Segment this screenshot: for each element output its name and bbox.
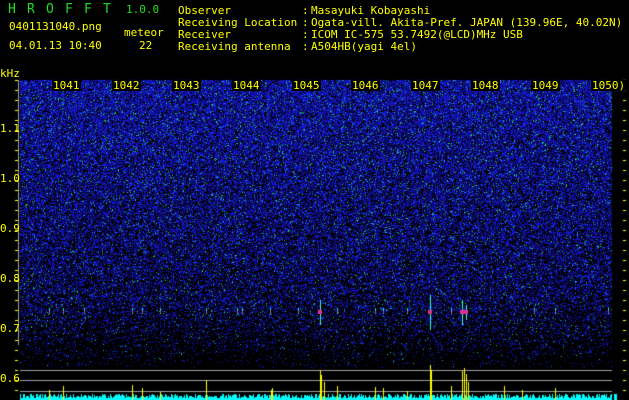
freq-label: 1044 (232, 79, 261, 92)
title-letter: F (65, 2, 73, 17)
info-sep: : (302, 28, 309, 41)
title-letter: R (27, 2, 35, 17)
observer-value: Masayuki Kobayashi (311, 4, 431, 17)
antenna-value: A504HB(yagi 4el) (311, 40, 417, 53)
meteor-count: 22 (139, 39, 153, 52)
y-label: 0.6 (0, 372, 20, 385)
info-label: Receiving antenna (178, 40, 291, 53)
location-value: Ogata-vill. Akita-Pref. JAPAN (139.96E, … (311, 16, 623, 29)
info-label: Observer (178, 4, 231, 17)
freq-label: 1048 (471, 79, 500, 92)
y-label: 1.1 (0, 122, 20, 135)
y-label: 0.7 (0, 322, 20, 335)
title-letter: O (46, 2, 54, 17)
title-letter: H (8, 2, 16, 17)
app-version: 1.0.0 (126, 3, 160, 16)
info-label: Receiver (178, 28, 231, 41)
y-label: 0.8 (0, 272, 20, 285)
receiver-value: ICOM IC-575 53.7492(@LCD)MHz USB (311, 28, 523, 41)
info-sep: : (302, 4, 309, 17)
datetime: 04.01.13 10:40 (9, 39, 102, 52)
freq-label: 1045 (292, 79, 321, 92)
meteor-label: meteor (124, 26, 164, 39)
info-label: Receiving Location (178, 16, 298, 29)
freq-label: 1042 (112, 79, 141, 92)
freq-label: 1041 (52, 79, 81, 92)
y-label: 0.9 (0, 222, 20, 235)
info-sep: : (302, 16, 309, 29)
freq-label: 1049 (531, 79, 560, 92)
info-sep: : (302, 40, 309, 53)
title-letter: T (103, 2, 111, 17)
title-letter: F (84, 2, 92, 17)
y-label: 1.0 (0, 172, 20, 185)
unit-label: kHz (0, 67, 20, 80)
freq-label: 1050) (591, 79, 627, 92)
file-name: 0401131040.png (9, 20, 102, 33)
freq-label: 1043 (172, 79, 201, 92)
freq-label: 1046 (351, 79, 380, 92)
freq-label: 1047 (411, 79, 440, 92)
